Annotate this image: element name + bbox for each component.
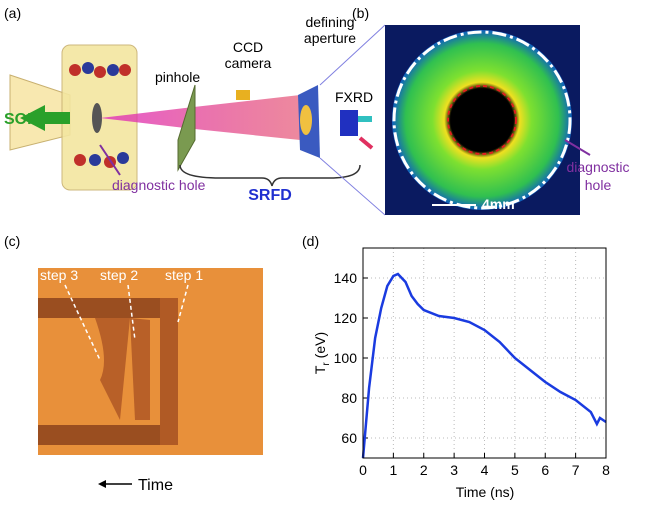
- panel-label: (a): [4, 5, 21, 21]
- x-tick-label: 6: [541, 462, 549, 478]
- label: CCD: [233, 39, 263, 55]
- panel-label: (b): [352, 5, 369, 21]
- diagram-a: SOP pinhole CCD camera defining aperture…: [4, 14, 385, 215]
- label: aperture: [304, 30, 356, 46]
- figure: (a) (b) (c) (d) SOP pinhole CCD camera d…: [0, 0, 650, 506]
- label: Time: [138, 477, 173, 494]
- label: SOP: [4, 111, 38, 128]
- y-tick-label: 100: [334, 350, 358, 366]
- label: pinhole: [155, 69, 200, 85]
- x-tick-label: 8: [602, 462, 610, 478]
- image-c: step 3 step 2 step 1 Time: [38, 267, 263, 494]
- panel-label: (c): [4, 233, 20, 249]
- x-axis-label: Time (ns): [456, 484, 515, 500]
- label: diagnostic hole: [112, 177, 206, 193]
- x-tick-label: 2: [420, 462, 428, 478]
- x-tick-label: 3: [450, 462, 458, 478]
- label: step 3: [40, 267, 78, 283]
- scale-label: 4mm: [482, 196, 515, 212]
- x-tick-label: 7: [572, 462, 580, 478]
- label: step 2: [100, 267, 138, 283]
- x-tick-label: 4: [481, 462, 489, 478]
- x-tick-label: 1: [389, 462, 397, 478]
- y-tick-label: 60: [341, 430, 357, 446]
- label: defining: [305, 14, 354, 30]
- label: camera: [225, 55, 272, 71]
- panel-label: (d): [302, 233, 319, 249]
- label: hole: [585, 177, 612, 193]
- y-tick-label: 80: [341, 390, 357, 406]
- y-axis-label: Tr (eV): [312, 332, 332, 374]
- label: step 1: [165, 267, 203, 283]
- image-b: 4mm diagnostic hole: [385, 25, 630, 215]
- y-tick-label: 120: [334, 310, 358, 326]
- y-tick-label: 140: [334, 270, 358, 286]
- label: FXRD: [335, 89, 373, 105]
- label: diagnostic: [566, 159, 629, 175]
- x-tick-label: 5: [511, 462, 519, 478]
- chart: Time (ns) Tr (eV) 0 1 2 3 4 5 6 7 8 60 80 100 120 140: [312, 248, 610, 500]
- label: SRFD: [248, 187, 292, 204]
- x-tick-label: 0: [359, 462, 367, 478]
